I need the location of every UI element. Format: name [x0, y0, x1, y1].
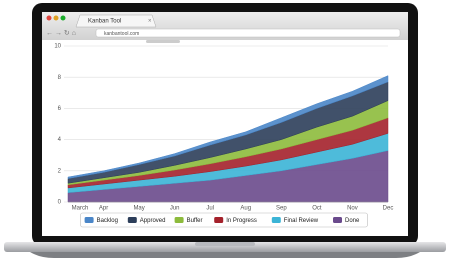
- legend-label: Backlog: [97, 218, 118, 224]
- x-tick-label: Jul: [206, 206, 214, 212]
- y-tick-label: 10: [54, 44, 61, 50]
- x-tick-label: March: [72, 206, 89, 212]
- nav-buttons[interactable]: ← → ↻ ⌂: [46, 30, 76, 37]
- address-bar[interactable]: [95, 28, 401, 38]
- legend-swatch: [127, 217, 137, 223]
- legend-swatch: [271, 217, 281, 223]
- laptop-notch: [195, 242, 255, 246]
- x-tick-label: Nov: [347, 206, 358, 212]
- x-tick-label: Apr: [99, 206, 108, 212]
- y-tick-label: 0: [58, 200, 62, 206]
- laptop-foot: [30, 252, 420, 258]
- close-button[interactable]: [46, 15, 52, 21]
- x-tick-label: Sep: [276, 206, 287, 212]
- legend-label: Buffer: [187, 218, 203, 224]
- x-tick-label: Aug: [240, 206, 251, 212]
- browser-tab[interactable]: [75, 14, 157, 28]
- legend-label: In Progress: [226, 218, 257, 224]
- y-tick-label: 4: [58, 137, 62, 143]
- maximize-button[interactable]: [60, 15, 66, 21]
- y-tick-label: 6: [58, 106, 62, 112]
- tab-title: Kanban Tool: [88, 19, 121, 25]
- legend-label: Done: [345, 218, 360, 224]
- legend-box: [80, 212, 368, 228]
- legend-swatch: [84, 217, 94, 223]
- legend-swatch: [174, 217, 184, 223]
- minimize-button[interactable]: [53, 15, 59, 21]
- y-tick-label: 8: [58, 75, 62, 81]
- y-tick-label: 2: [58, 168, 62, 174]
- x-tick-label: Jun: [170, 206, 180, 212]
- url: kanbantool.com: [104, 31, 139, 37]
- x-tick-label: May: [133, 206, 144, 212]
- legend: Backlog Approved Buffer In Progress Final Re…: [80, 212, 368, 228]
- legend-swatch: [333, 217, 342, 223]
- legend-swatch: [214, 217, 224, 223]
- area: [67, 75, 389, 179]
- scrollbar: [146, 40, 180, 43]
- tab-close[interactable]: ×: [148, 19, 152, 25]
- x-tick-label: Oct: [312, 206, 322, 212]
- legend-label: Approved: [140, 218, 166, 224]
- legend-label: Final Review: [284, 218, 319, 224]
- laptop-base: [4, 242, 446, 252]
- x-tick-label: Dec: [383, 206, 394, 212]
